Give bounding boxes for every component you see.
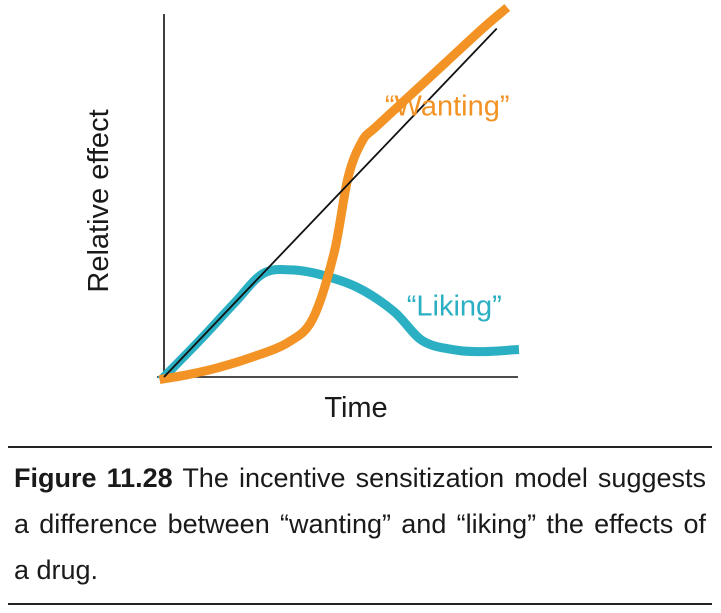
liking-label: “Liking”	[407, 290, 502, 322]
caption-text: The incentive sensitization model sugges…	[14, 463, 706, 585]
line-chart: “Wanting” “Liking” Time Relative effect	[83, 4, 520, 424]
wanting-label: “Wanting”	[385, 91, 510, 123]
x-axis-label: Time	[324, 392, 387, 424]
series-layer	[157, 4, 520, 385]
y-axis-label: Relative effect	[83, 109, 115, 292]
reference-line	[163, 27, 498, 378]
figure-caption: Figure 11.28 The incentive sensitization…	[14, 455, 706, 593]
caption-bottom-rule	[8, 603, 712, 605]
annotation-layer: “Wanting” “Liking”	[385, 91, 510, 323]
wanting-series-line	[158, 4, 511, 385]
figure-label: Figure 11.28	[14, 463, 173, 493]
caption-top-rule	[8, 446, 712, 448]
